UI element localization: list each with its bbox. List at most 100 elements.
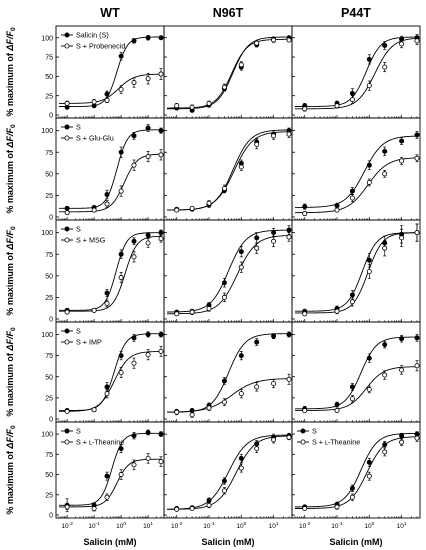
x-axis-label-col-1: Salicin (mM) — [201, 537, 254, 547]
legend-marker-open — [64, 43, 70, 49]
data-point-open — [158, 71, 164, 77]
data-point-open — [91, 506, 97, 512]
y-tick-label: 75 — [45, 55, 53, 62]
x-tick-label: 101 — [143, 521, 153, 530]
data-point-open — [366, 83, 372, 89]
data-point-open — [286, 434, 292, 440]
data-point-filled — [366, 355, 372, 361]
y-tick-label: 0 — [49, 317, 53, 324]
data-point-open — [254, 141, 260, 147]
data-point-open — [104, 201, 110, 207]
panel-r0-c1 — [163, 25, 293, 119]
data-point-open — [382, 171, 388, 177]
y-tick-label: 100 — [41, 128, 53, 135]
y-axis-label-row-4: % maximum of ΔF/F0 — [5, 425, 17, 515]
y-axis-label-row-0: % maximum of ΔF/F0 — [5, 27, 17, 117]
data-point-open — [382, 245, 388, 251]
data-point-filled — [131, 238, 137, 244]
x-tick-exponent: 0 — [372, 521, 375, 527]
data-point-open — [302, 106, 308, 112]
y-axis-label-symbol: ΔF/F — [5, 230, 15, 251]
data-point-filled — [104, 290, 110, 296]
fit-curve-treatment — [295, 366, 418, 411]
legend-marker-filled — [64, 226, 70, 232]
x-tick-exponent: -1 — [210, 521, 215, 527]
data-point-filled — [399, 336, 405, 342]
legend-label: S — [76, 225, 81, 234]
legend-marker-filled — [64, 124, 70, 130]
fit-curve-control — [295, 336, 418, 410]
x-tick-exponent: -2 — [178, 521, 183, 527]
fit-curve-treatment — [166, 435, 290, 510]
data-point-open — [189, 412, 195, 418]
data-point-open — [366, 179, 372, 185]
data-point-open — [206, 100, 212, 106]
data-point-open — [91, 407, 97, 413]
data-point-open — [366, 473, 372, 479]
data-point-filled — [349, 188, 355, 194]
data-point-open — [382, 64, 388, 70]
data-point-open — [271, 380, 277, 386]
x-tick-base: 10 — [203, 523, 211, 530]
y-tick-label: 100 — [41, 35, 53, 42]
data-point-filled — [221, 478, 227, 484]
data-point-open — [399, 158, 405, 164]
y-tick-label: 75 — [45, 452, 53, 459]
data-point-open — [414, 435, 420, 441]
data-point-open — [118, 275, 124, 281]
data-point-filled — [64, 205, 70, 211]
data-point-open — [131, 254, 137, 260]
legend-marker-filled — [300, 428, 306, 434]
y-tick-label: 0 — [49, 113, 53, 120]
data-point-filled — [366, 257, 372, 263]
x-tick-label: 10-1 — [331, 521, 343, 530]
data-point-open — [104, 494, 110, 500]
panel-r0-c0: 0 25 50 75 100 Salicin (S) S + Probenecid — [41, 25, 165, 120]
data-point-filled — [221, 280, 227, 286]
data-point-open — [64, 504, 70, 510]
panel-frame — [55, 421, 165, 519]
data-point-filled — [158, 431, 164, 437]
data-point-open — [221, 294, 227, 300]
x-tick-base: 10 — [116, 523, 124, 530]
data-point-open — [91, 307, 97, 313]
panel-r1-c1 — [163, 117, 293, 221]
fit-curve-treatment — [58, 351, 162, 412]
x-tick-label: 10-2 — [171, 521, 183, 530]
fit-curve-treatment — [295, 37, 418, 110]
x-tick-exponent: -2 — [69, 521, 74, 527]
data-point-open — [131, 80, 137, 86]
data-point-open — [238, 264, 244, 270]
panel-r3-c2 — [291, 321, 421, 423]
data-point-filled — [145, 429, 151, 435]
data-point-filled — [145, 232, 151, 238]
x-tick-base: 10 — [364, 523, 372, 530]
panel-frame — [291, 421, 421, 519]
data-point-open — [399, 367, 405, 373]
data-point-filled — [414, 335, 420, 341]
data-point-filled — [145, 331, 151, 337]
y-tick-label: 75 — [45, 252, 53, 259]
data-point-open — [131, 462, 137, 468]
data-point-open — [174, 207, 180, 213]
x-tick-exponent: 1 — [404, 521, 407, 527]
data-point-filled — [131, 133, 137, 139]
data-point-open — [118, 369, 124, 375]
y-tick-label: 50 — [45, 74, 53, 81]
data-point-open — [286, 234, 292, 240]
column-title-p44t: P44T — [341, 6, 371, 20]
data-point-open — [221, 488, 227, 494]
fit-curve-control — [59, 36, 162, 107]
data-point-filled — [158, 128, 164, 134]
data-point-open — [349, 396, 355, 402]
data-point-open — [145, 352, 151, 358]
data-point-open — [158, 236, 164, 242]
data-point-open — [238, 465, 244, 471]
data-point-open — [64, 210, 70, 216]
data-point-filled — [366, 459, 372, 465]
column-title-n96t: N96T — [213, 6, 244, 20]
y-axis-label-text: % maximum of — [5, 148, 15, 214]
x-tick-label: 10-2 — [61, 521, 73, 530]
